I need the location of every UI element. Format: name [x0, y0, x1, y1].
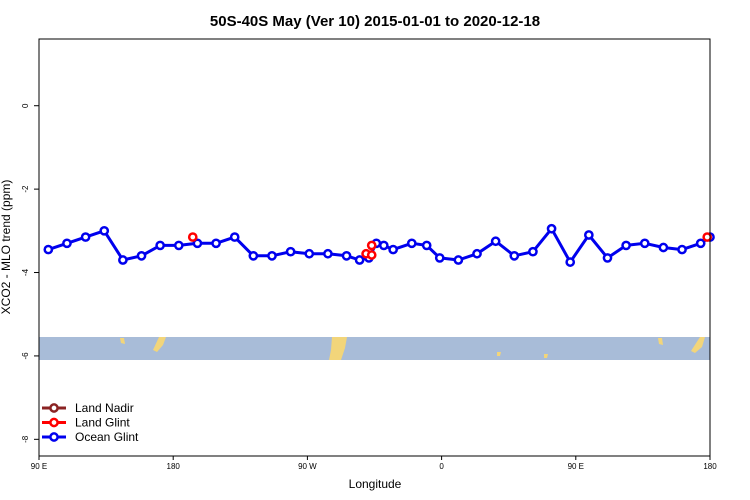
data-point	[99, 225, 110, 236]
data-point	[285, 246, 296, 257]
data-point	[695, 238, 706, 249]
data-point	[490, 236, 501, 247]
legend-marker	[49, 403, 59, 413]
chart-title: 50S-40S May (Ver 10) 2015-01-01 to 2020-…	[210, 13, 540, 30]
land-mass	[691, 337, 705, 353]
data-point	[62, 238, 72, 249]
y-tick-label: -8	[21, 435, 30, 443]
y-tick-label: -6	[21, 352, 30, 360]
legend-item: Land Nadir	[42, 401, 134, 415]
data-point	[583, 230, 594, 240]
data-point	[229, 232, 240, 242]
legend-label: Land Nadir	[75, 401, 134, 415]
data-point	[509, 250, 520, 261]
data-point	[211, 238, 221, 249]
longitude-map-band	[39, 337, 710, 360]
land-mass	[658, 338, 663, 345]
data-point	[80, 232, 91, 242]
data-point	[528, 246, 538, 257]
y-tick-label: -2	[21, 185, 30, 193]
y-axis-label: XCO2 - MLO trend (ppm)	[0, 180, 13, 315]
data-point	[565, 257, 576, 267]
data-point	[677, 244, 687, 255]
y-axis: 0 -2 -4 -6 -8	[21, 103, 39, 443]
x-tick-label: 0	[439, 462, 444, 471]
data-point	[341, 250, 352, 261]
x-tick-label: 90 W	[298, 462, 317, 471]
legend-item: Ocean Glint	[42, 430, 139, 444]
x-tick-label: 90 E	[31, 462, 47, 471]
land-mass	[120, 338, 125, 344]
legend-label: Ocean Glint	[75, 430, 139, 444]
land-mass	[497, 352, 501, 356]
data-point	[248, 250, 259, 261]
x-tick-label: 180	[703, 462, 717, 471]
data-point	[192, 238, 203, 249]
data-point	[43, 244, 54, 255]
land-mass	[153, 337, 166, 352]
data-point	[187, 232, 198, 242]
series-layer	[43, 223, 715, 267]
data-point	[639, 238, 650, 249]
data-point	[354, 255, 365, 265]
x-tick-label: 90 E	[568, 462, 584, 471]
data-point	[173, 240, 184, 251]
data-point	[434, 253, 445, 263]
data-point	[366, 240, 377, 251]
data-point	[267, 250, 277, 261]
data-point	[366, 250, 377, 260]
data-point	[155, 240, 166, 251]
data-point	[702, 232, 713, 242]
data-point	[602, 253, 613, 263]
ocean-band	[39, 337, 710, 360]
series-land-glint	[187, 232, 713, 260]
data-point	[323, 248, 333, 259]
data-point	[304, 248, 315, 259]
data-point	[136, 250, 147, 261]
series-ocean-glint	[43, 223, 715, 267]
data-point	[658, 242, 669, 253]
plot-frame	[38, 38, 711, 457]
x-tick-label: 180	[167, 462, 181, 471]
y-tick-label: -4	[21, 268, 30, 276]
land-mass	[544, 354, 548, 358]
data-point	[406, 238, 417, 249]
data-point	[378, 240, 389, 251]
legend-marker	[49, 417, 59, 428]
data-point	[421, 240, 432, 251]
legend-item: Land Glint	[42, 416, 130, 430]
x-axis-label: Longitude	[349, 477, 402, 491]
data-point	[388, 244, 398, 255]
data-point	[546, 223, 557, 234]
land-mass	[329, 337, 347, 360]
data-point	[118, 255, 128, 265]
x-axis: 90 E 180 90 W 0 90 E 180	[31, 456, 717, 471]
data-point	[621, 240, 631, 251]
data-point	[453, 255, 464, 265]
legend-label: Land Glint	[75, 416, 130, 430]
y-tick-label: 0	[21, 103, 30, 108]
legend-marker	[49, 432, 59, 442]
data-point	[472, 248, 482, 259]
